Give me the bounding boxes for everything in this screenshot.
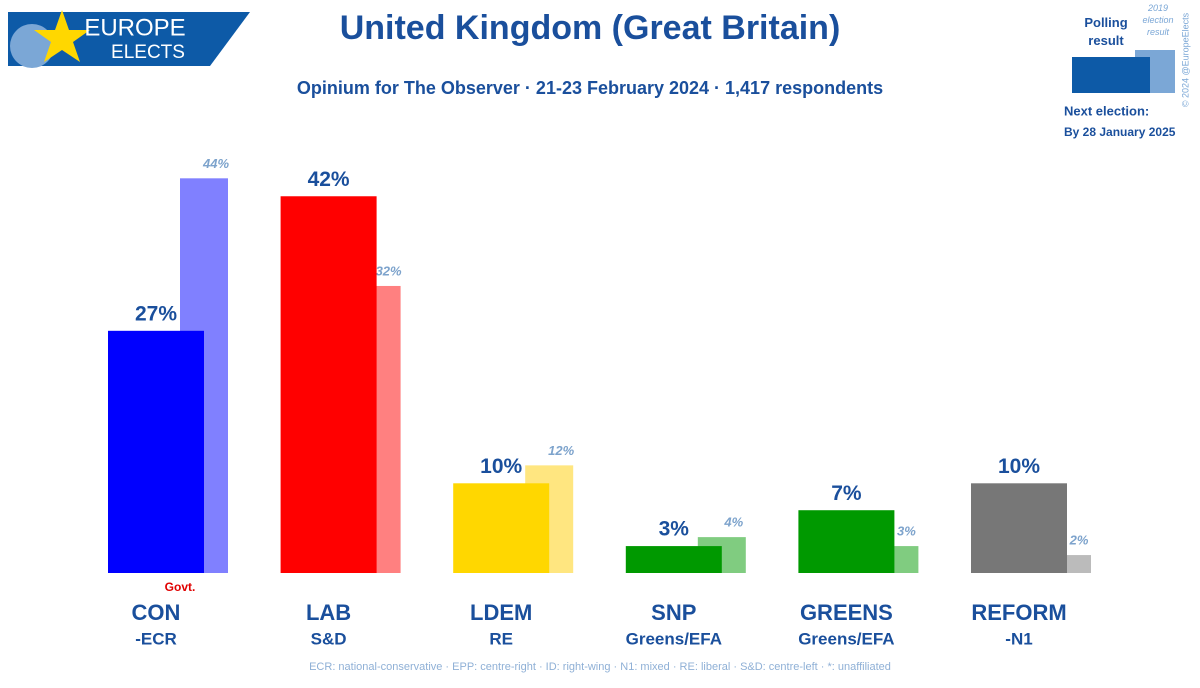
- category-label: SNP: [651, 600, 696, 625]
- bar: [625, 546, 722, 573]
- group-label: Greens/EFA: [798, 629, 894, 648]
- next-election-label: Next election:: [1064, 103, 1149, 118]
- category-label: CON: [132, 600, 181, 625]
- copyright: © 2024 @EuropeElects: [1180, 12, 1190, 107]
- value-label: 3%: [659, 518, 690, 541]
- value-label-previous: 32%: [376, 263, 402, 278]
- legend-label: Polling result: [1084, 15, 1128, 48]
- category-label: GREENS: [800, 600, 893, 625]
- value-label-previous: 4%: [723, 515, 743, 530]
- next-election-date: By 28 January 2025: [1064, 125, 1176, 139]
- chart-subtitle: Opinium for The Observer · 21-23 Februar…: [297, 78, 883, 98]
- group-label: S&D: [311, 629, 347, 648]
- category-label: LDEM: [470, 600, 532, 625]
- footnote: ECR: national-conservative · EPP: centre…: [309, 661, 891, 673]
- value-label: 7%: [831, 482, 862, 505]
- legend-label: 2019 election result: [1142, 3, 1174, 37]
- value-label: 42%: [308, 168, 350, 191]
- group-label: RE: [489, 629, 513, 648]
- bar: [453, 483, 550, 573]
- value-label: 10%: [480, 455, 522, 478]
- value-label-previous: 2%: [1069, 532, 1089, 547]
- group-label: -N1: [1005, 629, 1032, 648]
- category-label: REFORM: [971, 600, 1066, 625]
- bar: [280, 196, 377, 573]
- annotation: Govt.: [165, 580, 196, 594]
- value-label: 27%: [135, 302, 177, 325]
- bar: [971, 483, 1067, 573]
- group-label: Greens/EFA: [626, 629, 722, 648]
- bar: [108, 330, 204, 573]
- group-label: -ECR: [135, 629, 177, 648]
- value-label-previous: 12%: [548, 443, 574, 458]
- legend-swatch: [1072, 57, 1150, 93]
- value-label: 10%: [998, 455, 1040, 478]
- logo-star: [34, 10, 90, 62]
- value-label-previous: 3%: [897, 524, 916, 539]
- chart-title: United Kingdom (Great Britain): [340, 9, 841, 47]
- bar: [798, 510, 895, 573]
- logo-text: EUROPE: [84, 14, 185, 41]
- value-label-previous: 44%: [202, 156, 229, 171]
- category-label: LAB: [306, 600, 351, 625]
- logo-text: ELECTS: [111, 42, 185, 63]
